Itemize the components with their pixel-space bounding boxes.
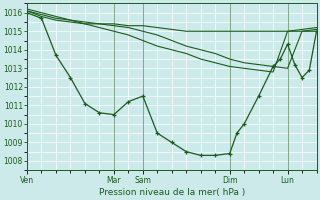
X-axis label: Pression niveau de la mer( hPa ): Pression niveau de la mer( hPa ) bbox=[99, 188, 245, 197]
